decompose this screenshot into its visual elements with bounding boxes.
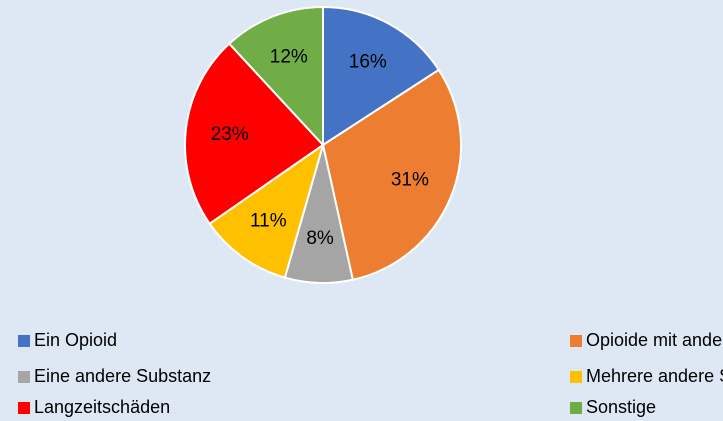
data-label: 31%	[391, 170, 429, 191]
data-label: 23%	[211, 124, 249, 145]
legend-label: Eine andere Substanz	[34, 366, 211, 386]
legend-swatch	[18, 402, 30, 414]
pie-slice	[227, 5, 324, 148]
legend-swatch	[570, 335, 582, 347]
data-label: 12%	[270, 47, 308, 68]
pie-slice	[208, 142, 325, 279]
legend-label: Langzeitschäden	[34, 397, 170, 417]
legend-swatch	[18, 335, 30, 347]
legend-label: Mehrere andere Substanzen	[586, 366, 723, 386]
pie-slice	[322, 5, 441, 147]
legend-label: Opioide mit anderen Substanzen	[586, 330, 723, 350]
legend-swatch	[570, 402, 582, 414]
data-label: 8%	[306, 228, 334, 249]
data-label: 16%	[349, 52, 387, 73]
legend-swatch	[570, 371, 582, 383]
legend-label: Sonstige	[586, 397, 656, 417]
pie-slice	[184, 42, 325, 226]
data-label: 11%	[250, 210, 287, 231]
pie-slice	[321, 68, 462, 281]
legend-swatch	[18, 371, 30, 383]
legend-label: Ein Opioid	[34, 330, 117, 350]
